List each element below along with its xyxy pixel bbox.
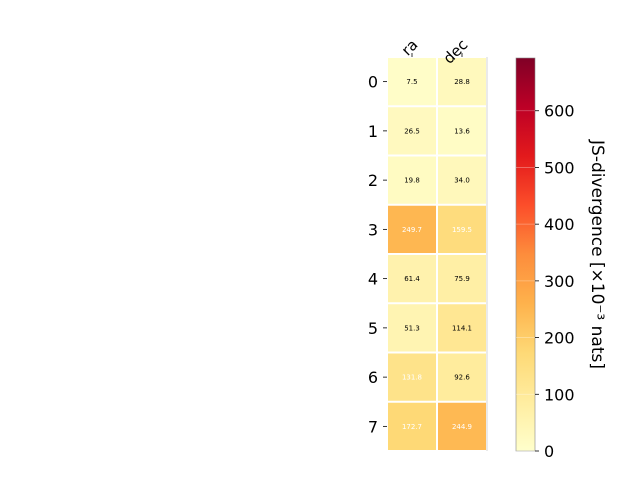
colorbar-tick-label: 200 — [544, 329, 575, 348]
cell-value-label: 13.6 — [454, 127, 470, 135]
row-label-0: 0 — [368, 73, 378, 92]
colorbar: 0 100 200 300 400 500 600 JS-divergence [×10⁻³ … — [515, 57, 607, 461]
heatmap-cell-r7-c0 — [388, 402, 436, 450]
row-label-6: 6 — [368, 368, 378, 387]
cell-value-label: 61.4 — [404, 275, 420, 283]
colorbar-tick-label: 100 — [544, 385, 575, 404]
heatmap-cell-r3-c0 — [388, 205, 436, 253]
colorbar-tick-label: 500 — [544, 158, 575, 177]
colorbar-gradient — [515, 57, 536, 452]
cell-value-label: 172.7 — [402, 423, 422, 431]
heatmap-cell-r1-c0 — [388, 107, 436, 155]
cell-value-label: 7.5 — [406, 78, 417, 86]
row-label-3: 3 — [368, 220, 378, 239]
column-label-ra: ra — [398, 36, 422, 60]
row-label-4: 4 — [368, 270, 378, 289]
cell-value-label: 159.5 — [452, 226, 472, 234]
colorbar-tick-label: 300 — [544, 272, 575, 291]
cell-value-label: 131.8 — [402, 374, 422, 382]
colorbar-tick-label: 400 — [544, 215, 575, 234]
cell-value-label: 249.7 — [402, 226, 422, 234]
heatmap-cell-r5-c1 — [438, 304, 486, 352]
colorbar-tick-label: 0 — [544, 442, 554, 461]
heatmap-cell-r6-c0 — [388, 353, 436, 401]
cell-value-label: 28.8 — [454, 78, 470, 86]
cell-value-label: 34.0 — [454, 177, 470, 185]
heatmap-cell-r6-c1 — [438, 353, 486, 401]
heatmap-cell-r7-c1 — [438, 402, 486, 450]
heatmap-cell-r5-c0 — [388, 304, 436, 352]
cell-value-label: 75.9 — [454, 275, 470, 283]
heatmap-cell-r0-c0 — [388, 58, 436, 106]
heatmap-cell-r0-c1 — [438, 58, 486, 106]
heatmap-cell-r1-c1 — [438, 107, 486, 155]
cell-value-label: 51.3 — [404, 324, 420, 332]
colorbar-label: JS-divergence [×10⁻³ nats] — [587, 139, 607, 369]
cell-value-label: 92.6 — [454, 374, 470, 382]
heatmap-plot-area: 7.5 28.8 26.5 13.6 19.8 34.0 249.7 159.5 61.4 75.… — [368, 36, 488, 451]
heatmap-cell-r2-c1 — [438, 156, 486, 204]
cell-value-label: 114.1 — [452, 324, 472, 332]
heatmap-cell-r4-c0 — [388, 255, 436, 303]
cell-value-label: 244.9 — [452, 423, 472, 431]
colorbar-tick-label: 600 — [544, 102, 575, 121]
row-label-2: 2 — [368, 171, 378, 190]
heatmap-cell-r3-c1 — [438, 205, 486, 253]
cell-value-label: 26.5 — [404, 127, 420, 135]
heatmap-cell-r4-c1 — [438, 255, 486, 303]
cell-value-label: 19.8 — [404, 177, 420, 185]
row-label-7: 7 — [368, 417, 378, 436]
row-label-1: 1 — [368, 122, 378, 141]
row-label-5: 5 — [368, 319, 378, 338]
heatmap-cell-r2-c0 — [388, 156, 436, 204]
